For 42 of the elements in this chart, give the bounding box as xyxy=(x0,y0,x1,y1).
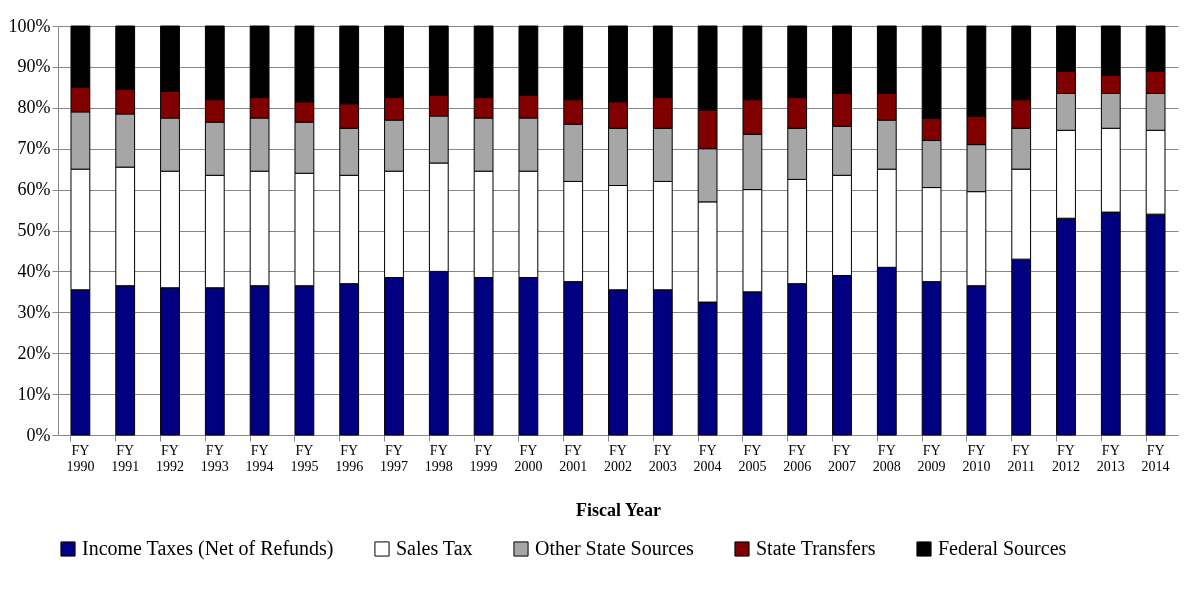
x-tick-label: FY 1995 xyxy=(290,442,319,474)
x-tick-label: FY 2000 xyxy=(514,442,543,474)
y-tick-label: 40% xyxy=(17,260,51,281)
x-tick-label: FY 2011 xyxy=(1007,442,1035,474)
x-tick-label: FY 2004 xyxy=(693,442,722,474)
x-tick-label: FY 1990 xyxy=(66,442,95,474)
y-tick-label: 60% xyxy=(17,179,51,200)
x-tick-label: FY 2007 xyxy=(828,442,856,474)
legend-label: Other State Sources xyxy=(535,537,695,559)
x-tick-label: FY 1994 xyxy=(245,442,274,474)
x-tick-label: FY 1997 xyxy=(380,442,408,474)
y-tick-label: 10% xyxy=(17,383,51,404)
x-tick-label: FY 2010 xyxy=(962,442,991,474)
x-tick-label: FY 1999 xyxy=(469,442,498,474)
y-tick-label: 90% xyxy=(17,56,51,77)
x-tick-label: FY 1998 xyxy=(424,442,453,474)
y-tick-label: 100% xyxy=(8,15,51,36)
y-tick-label: 30% xyxy=(17,301,51,322)
x-tick-label: FY 2009 xyxy=(917,442,946,474)
legend-label: Federal Sources xyxy=(938,537,1067,559)
x-tick-label: FY 2002 xyxy=(604,442,632,474)
x-tick-label: FY 1991 xyxy=(111,442,140,474)
x-tick-label: FY 1996 xyxy=(335,442,364,474)
y-tick-label: 50% xyxy=(17,220,51,240)
x-tick-label: FY 2008 xyxy=(872,442,901,474)
y-tick-label: 20% xyxy=(17,342,51,363)
legend-label: Sales Tax xyxy=(396,537,473,559)
y-tick-label: 80% xyxy=(17,97,51,118)
x-tick-label: FY 2001 xyxy=(559,442,588,474)
x-tick-label: FY 1993 xyxy=(200,442,229,474)
x-tick-label: FY 2014 xyxy=(1141,442,1170,474)
legend-label: State Transfers xyxy=(756,537,876,559)
legend-label: Income Taxes (Net of Refunds) xyxy=(82,537,334,560)
x-axis-title: Fiscal Year xyxy=(576,499,661,520)
x-tick-label: FY 2013 xyxy=(1096,442,1125,474)
y-tick-label: 70% xyxy=(17,138,51,159)
x-tick-label: FY 2005 xyxy=(738,442,767,474)
y-tick-label: 0% xyxy=(26,424,51,445)
x-tick-label: FY 2012 xyxy=(1052,442,1080,474)
x-tick-label: FY 2003 xyxy=(648,442,677,474)
x-tick-label: FY 1992 xyxy=(156,442,184,474)
x-tick-label: FY 2006 xyxy=(783,442,812,474)
